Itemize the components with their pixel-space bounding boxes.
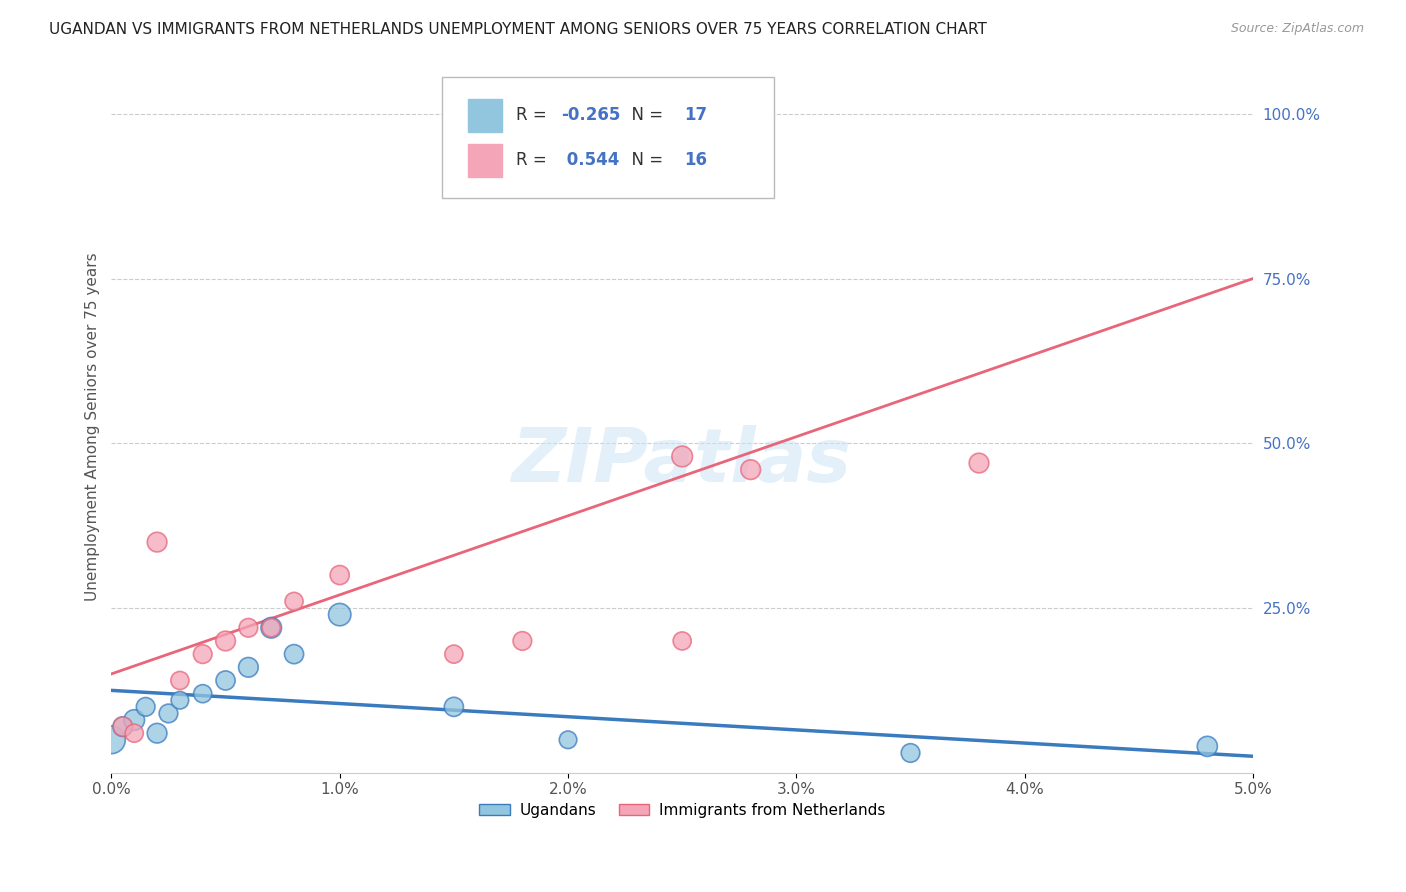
Point [260,621,283,635]
Point [671,634,693,648]
Point [122,726,145,740]
Point [443,647,465,661]
Point [146,535,169,549]
Text: 0.544: 0.544 [561,152,620,169]
Point [283,647,305,661]
Point [214,673,236,688]
FancyBboxPatch shape [443,78,773,199]
Text: ZIPatlas: ZIPatlas [512,425,852,498]
Point [512,634,534,648]
Point [111,720,134,734]
Point [146,726,169,740]
Point [135,699,157,714]
Text: R =: R = [516,152,551,169]
Point [329,568,352,582]
Text: UGANDAN VS IMMIGRANTS FROM NETHERLANDS UNEMPLOYMENT AMONG SENIORS OVER 75 YEARS : UGANDAN VS IMMIGRANTS FROM NETHERLANDS U… [49,22,987,37]
Point [191,647,214,661]
Point [329,607,352,622]
Text: N =: N = [620,152,668,169]
Point [283,594,305,608]
Point [260,621,283,635]
Text: -0.265: -0.265 [561,106,620,125]
Point [238,660,260,674]
Point [111,720,134,734]
Point [191,687,214,701]
Text: Source: ZipAtlas.com: Source: ZipAtlas.com [1230,22,1364,36]
Point [967,456,990,470]
Point [122,713,145,727]
Point [900,746,922,760]
Point [157,706,180,721]
Y-axis label: Unemployment Among Seniors over 75 years: Unemployment Among Seniors over 75 years [86,252,100,601]
Point [443,699,465,714]
Point [740,462,762,476]
Point [214,634,236,648]
Point [671,450,693,464]
Point [557,732,579,747]
Text: 17: 17 [685,106,707,125]
Point [238,621,260,635]
Point [100,732,122,747]
Legend: Ugandans, Immigrants from Netherlands: Ugandans, Immigrants from Netherlands [474,797,891,824]
Text: R =: R = [516,106,551,125]
Point [169,673,191,688]
Point [169,693,191,707]
Text: 16: 16 [685,152,707,169]
Text: N =: N = [620,106,668,125]
FancyBboxPatch shape [468,99,502,132]
FancyBboxPatch shape [468,144,502,177]
Point [1197,739,1219,754]
